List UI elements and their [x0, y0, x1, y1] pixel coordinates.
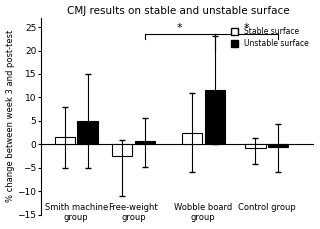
Bar	[112, 144, 132, 156]
Legend: Stable surface, Unstable surface: Stable surface, Unstable surface	[229, 25, 311, 50]
Text: Control group: Control group	[238, 203, 296, 212]
Text: *: *	[244, 23, 249, 33]
Text: Smith machine
group: Smith machine group	[44, 203, 108, 222]
Bar	[204, 90, 225, 144]
Bar	[268, 144, 288, 147]
Text: Free-weight
group: Free-weight group	[108, 203, 158, 222]
Bar	[182, 133, 202, 144]
Title: CMJ results on stable and unstable surface: CMJ results on stable and unstable surfa…	[67, 5, 289, 16]
Text: *: *	[177, 23, 182, 33]
Bar	[135, 141, 155, 144]
Bar	[245, 144, 266, 148]
Y-axis label: % change between week 3 and post-test: % change between week 3 and post-test	[5, 30, 14, 202]
Bar	[77, 121, 98, 144]
Text: Wobble board
group: Wobble board group	[174, 203, 232, 222]
Bar	[54, 137, 75, 144]
